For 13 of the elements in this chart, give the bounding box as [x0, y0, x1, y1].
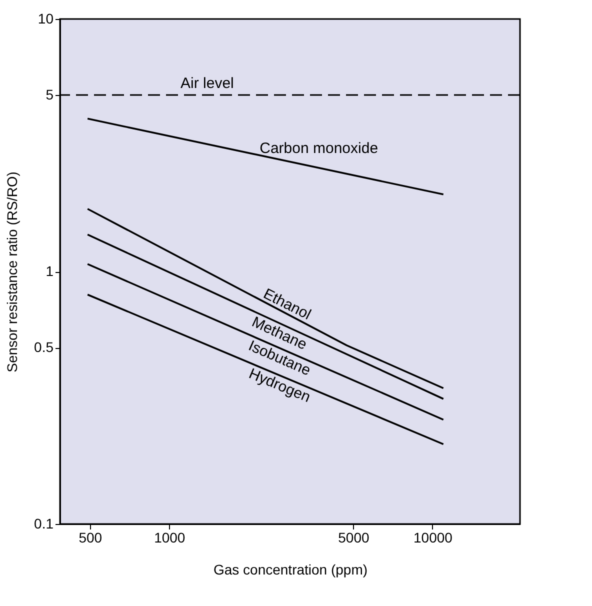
y-tick-label: 10 — [38, 10, 54, 26]
x-tick-label: 5000 — [338, 530, 370, 546]
y-tick-label: 0.1 — [34, 516, 54, 532]
x-tick-label: 10000 — [413, 530, 453, 546]
x-tick-label: 1000 — [154, 530, 186, 546]
y-tick-label: 5 — [46, 86, 54, 103]
y-tick-label: 1 — [46, 263, 54, 279]
ref-line-label: Air level — [180, 75, 234, 92]
series-label: Carbon monoxide — [260, 140, 378, 158]
x-axis-title: Gas concentration (ppm) — [213, 562, 368, 578]
y-axis-title: Sensor resistance ratio (RS/RO) — [4, 172, 20, 372]
x-tick-label: 500 — [78, 530, 102, 546]
y-tick-label: 0.5 — [34, 339, 54, 356]
